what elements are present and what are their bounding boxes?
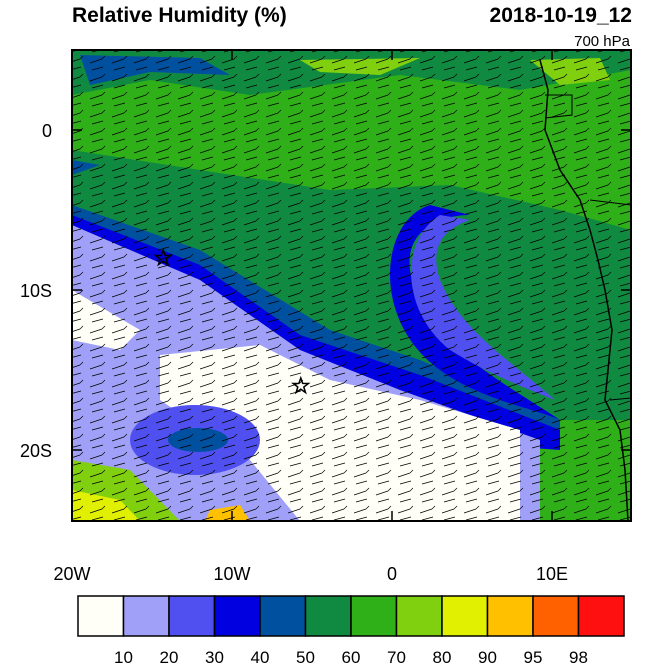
colorbar-box [213,595,261,637]
valid-time: 2018-10-19_12 [490,4,632,27]
colorbar-label: 70 [387,648,406,667]
level: 700 hPa [574,33,631,50]
lon-label: 0 [387,564,397,584]
lon-label: 20W [53,564,90,584]
colorbar-box [168,595,216,637]
colorbar-label: 40 [251,648,270,667]
colorbar-box [304,595,352,637]
colorbar-box [395,595,443,637]
colorbar-label: 20 [160,648,179,667]
colorbar-label: 90 [478,648,497,667]
colorbar-box [259,595,307,637]
humidity-field [72,50,631,521]
map-frame [71,49,632,522]
lat-label: 20S [20,441,52,461]
colorbar-label: 80 [433,648,452,667]
colorbar-box [441,595,489,637]
lat-label: 10S [20,281,52,301]
colorbar-label: 98 [569,648,588,667]
colorbar-box [532,595,580,637]
colorbar-box [486,595,534,637]
colorbar-label: 30 [205,648,224,667]
colorbar-label: 95 [524,648,543,667]
colorbar-box [77,595,125,637]
lon-label: 10E [536,564,568,584]
lat-label: 0 [42,121,52,141]
colorbar-box [577,595,625,637]
station-marker [291,375,311,395]
colorbar-box [350,595,398,637]
colorbar-label: 10 [114,648,133,667]
axes: 0 10S 20S 20W 10W 0 10E [20,50,631,584]
colorbar-label: 60 [342,648,361,667]
station-marker [153,247,173,267]
colorbar-box [122,595,170,637]
title: Relative Humidity (%) [72,4,287,27]
lon-label: 10W [213,564,250,584]
colorbar: 10 20 30 40 50 60 70 80 90 95 98 [77,595,625,667]
colorbar-label: 50 [296,648,315,667]
